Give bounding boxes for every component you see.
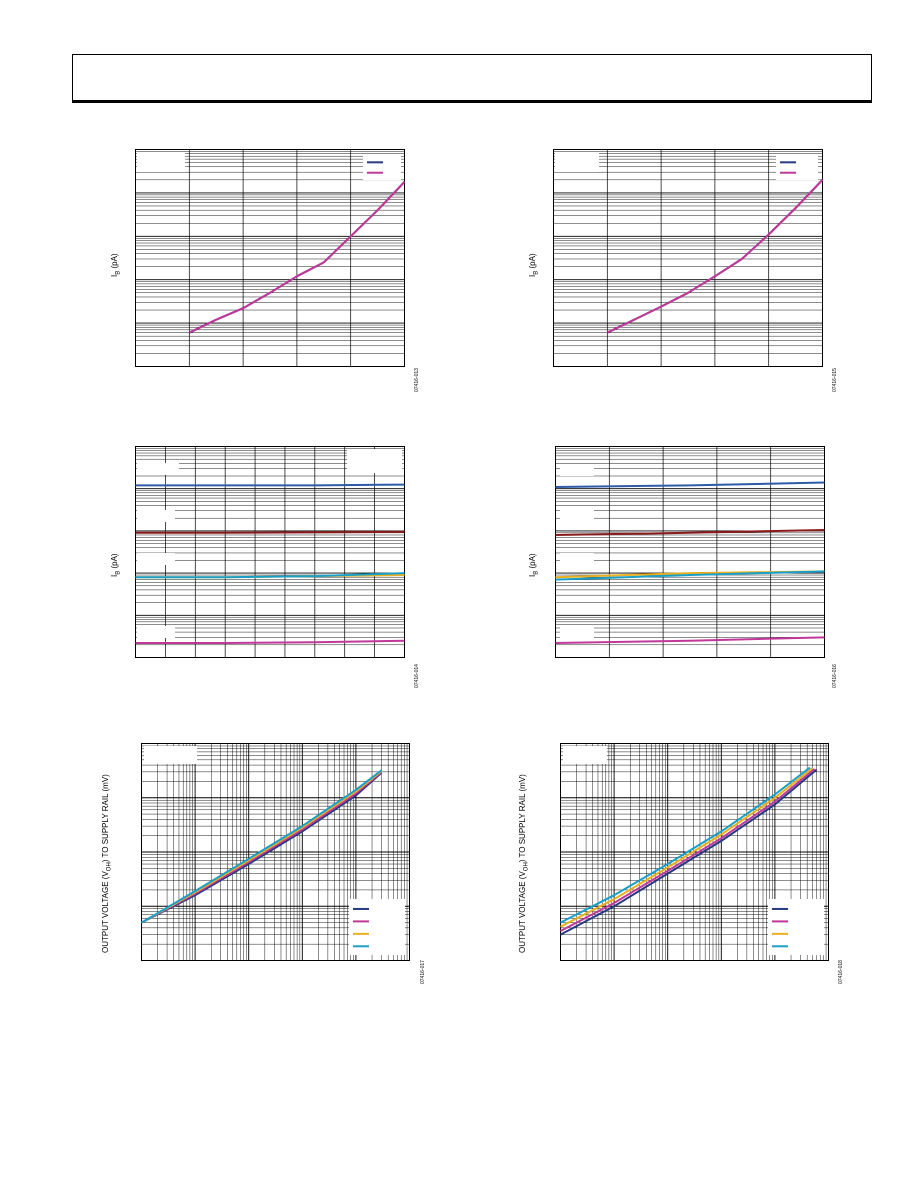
figure-id: 07416-017 xyxy=(420,960,426,984)
series-line-yellow xyxy=(141,770,383,924)
y-axis-label: IB (pA) xyxy=(110,253,122,277)
series-line-navy xyxy=(560,768,818,936)
series-line-cyan xyxy=(135,572,405,579)
plot-frame xyxy=(141,743,410,961)
series-line-darkred xyxy=(555,529,825,536)
y-axis-label: IB (pA) xyxy=(528,253,540,277)
annotation-box xyxy=(347,449,402,473)
plot-frame xyxy=(135,149,405,367)
y-axis-label: IB (pA) xyxy=(110,553,122,577)
series-line-navy xyxy=(141,771,383,924)
series-line-blue_steel xyxy=(555,481,825,488)
output-voltage-to-rail-chart-right xyxy=(560,743,829,961)
ib-vs-temperature-chart-left xyxy=(135,149,405,367)
figure-id: 07416-014 xyxy=(414,664,420,688)
series-line-magenta xyxy=(135,639,405,644)
series-line-cyan xyxy=(560,766,811,924)
page-header-frame xyxy=(72,54,872,103)
y-axis-label: OUTPUT VOLTAGE (VOH) TO SUPPLY RAIL (mV) xyxy=(518,774,530,953)
plot-frame xyxy=(135,446,405,658)
plot-frame xyxy=(560,743,829,961)
annotation-box xyxy=(560,510,594,522)
series-line-magenta xyxy=(555,636,825,644)
figure-id: 07416-018 xyxy=(838,960,844,984)
y-axis-label: OUTPUT VOLTAGE (VOH) TO SUPPLY RAIL (mV) xyxy=(101,774,113,953)
figure-id: 07416-013 xyxy=(414,368,420,392)
series-line-magenta xyxy=(606,179,823,334)
annotation-box xyxy=(137,152,185,172)
series-line-cyan xyxy=(141,769,383,924)
annotation-box xyxy=(137,510,175,522)
plot-frame xyxy=(553,149,823,367)
annotation-box xyxy=(560,464,594,476)
ib-vs-common-mode-chart-right xyxy=(555,446,825,658)
annotation-box xyxy=(560,626,594,638)
series-line-blue_steel xyxy=(135,483,405,487)
legend-box xyxy=(363,154,401,180)
legend-box xyxy=(776,154,818,180)
figure-id: 07416-016 xyxy=(832,664,838,688)
series-line-yellow xyxy=(560,767,814,928)
ib-vs-temperature-chart-right xyxy=(553,149,823,367)
plot-frame xyxy=(555,446,825,658)
ib-vs-common-mode-chart-left xyxy=(135,446,405,658)
annotation-box xyxy=(555,152,599,172)
series-line-darkred xyxy=(135,530,405,534)
series-line-cyan xyxy=(555,570,825,581)
annotation-box xyxy=(137,463,179,475)
annotation-box xyxy=(563,746,607,764)
annotation-box xyxy=(560,553,594,565)
series-line-magenta xyxy=(188,181,405,334)
figure-id: 07416-015 xyxy=(832,368,838,392)
series-line-magenta xyxy=(560,768,816,932)
output-voltage-to-rail-chart-left xyxy=(141,743,410,961)
y-axis-label: IB (pA) xyxy=(528,553,540,577)
annotation-box xyxy=(144,746,197,764)
annotation-box xyxy=(137,626,175,638)
series-line-magenta xyxy=(141,771,383,924)
annotation-box xyxy=(137,553,175,565)
